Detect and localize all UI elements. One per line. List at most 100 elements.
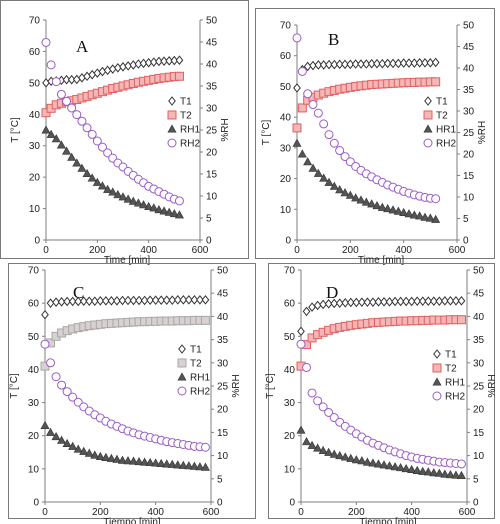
data-point xyxy=(149,203,159,212)
data-point xyxy=(174,210,184,219)
y-tick-label: 60 xyxy=(29,47,41,58)
data-point xyxy=(318,402,328,412)
y-tick-label: 30 xyxy=(284,398,296,409)
chart-panel-a: 0 10 20 30 40 50 60 70 0 5 10 15 20 25 30 35 40 45 50 0 200 4… xyxy=(0,0,249,266)
legend-marker xyxy=(423,124,433,133)
data-point xyxy=(374,297,383,307)
data-point xyxy=(362,59,371,69)
data-point xyxy=(140,457,150,466)
data-point xyxy=(40,339,50,349)
data-point xyxy=(313,396,323,406)
data-point xyxy=(56,140,66,149)
data-point xyxy=(68,392,78,402)
x-tick-label: 600 xyxy=(203,507,220,518)
y-tick-label: 0 xyxy=(289,498,295,509)
data-point xyxy=(57,297,66,307)
data-point xyxy=(78,73,86,83)
data-point xyxy=(346,59,355,70)
data-point xyxy=(457,296,466,306)
data-point xyxy=(103,65,112,76)
data-point xyxy=(67,103,77,113)
data-point xyxy=(134,457,144,466)
y2-tick-label: 25 xyxy=(473,382,485,393)
legend-label: RH2 xyxy=(445,392,465,403)
legend-label: T2 xyxy=(190,359,202,370)
data-point xyxy=(456,315,466,325)
data-point xyxy=(385,461,395,470)
y-tick-label: 40 xyxy=(28,365,40,376)
data-point xyxy=(356,195,366,204)
data-point xyxy=(101,452,111,461)
data-point xyxy=(133,198,143,207)
legend-label: RH2 xyxy=(436,139,456,150)
data-point xyxy=(423,467,433,476)
data-point xyxy=(351,455,361,464)
data-point xyxy=(151,458,161,467)
data-point xyxy=(297,66,307,76)
y-tick-label: 20 xyxy=(28,431,40,442)
data-point xyxy=(106,453,116,462)
data-point xyxy=(358,297,366,307)
y2-tick-label: 30 xyxy=(463,107,475,118)
series-t2 xyxy=(296,315,466,371)
legend-label: T2 xyxy=(436,111,448,122)
data-point xyxy=(367,58,376,69)
data-point xyxy=(409,210,419,219)
y-tick-label: 20 xyxy=(284,431,296,442)
data-point xyxy=(296,339,306,349)
data-point xyxy=(51,77,61,87)
data-point xyxy=(92,136,102,146)
data-point xyxy=(175,55,184,66)
data-point xyxy=(426,57,435,68)
data-point xyxy=(190,295,199,305)
data-point xyxy=(118,295,127,306)
y-tick-label: 60 xyxy=(280,51,292,62)
x-tick-label: 400 xyxy=(147,507,164,518)
data-point xyxy=(52,297,60,307)
data-point xyxy=(62,438,72,448)
data-point xyxy=(162,459,172,468)
data-point xyxy=(345,190,355,199)
panel-letter: B xyxy=(328,30,339,49)
data-point xyxy=(169,208,179,218)
data-point xyxy=(335,298,344,308)
data-point xyxy=(103,148,113,158)
data-point xyxy=(340,188,350,197)
data-point xyxy=(380,297,388,307)
data-point xyxy=(319,119,329,129)
y2-tick-label: 50 xyxy=(473,266,485,277)
data-point xyxy=(139,200,149,209)
data-point xyxy=(103,184,113,193)
legend-label: RH2 xyxy=(180,139,200,150)
y2-tick-label: 40 xyxy=(473,312,485,323)
data-point xyxy=(396,296,405,307)
panel-frame xyxy=(255,8,495,259)
y2-tick-label: 10 xyxy=(217,451,229,462)
y2-tick-label: 35 xyxy=(206,82,218,93)
x-axis-title: Time [min] xyxy=(104,255,151,266)
data-point xyxy=(418,466,428,475)
data-point xyxy=(388,205,398,214)
data-point xyxy=(41,37,51,47)
x-tick-label: 0 xyxy=(294,245,300,256)
data-point xyxy=(425,213,435,222)
data-point xyxy=(173,295,182,305)
data-point xyxy=(72,74,81,85)
data-point xyxy=(307,388,317,398)
data-point xyxy=(88,69,97,80)
panel-frame xyxy=(0,0,249,259)
data-point xyxy=(151,295,160,305)
y-tick-label: 50 xyxy=(29,78,41,89)
legend-marker xyxy=(424,96,432,106)
data-point xyxy=(162,295,171,305)
data-point xyxy=(145,457,155,467)
data-point xyxy=(413,296,422,306)
data-point xyxy=(325,59,333,70)
data-point xyxy=(393,206,403,215)
y-tick-label: 50 xyxy=(284,332,296,343)
data-point xyxy=(435,296,444,306)
legend-label: RH2 xyxy=(190,387,210,398)
y2-tick-label: 20 xyxy=(217,405,229,416)
data-point xyxy=(446,296,455,306)
data-point xyxy=(341,59,349,70)
